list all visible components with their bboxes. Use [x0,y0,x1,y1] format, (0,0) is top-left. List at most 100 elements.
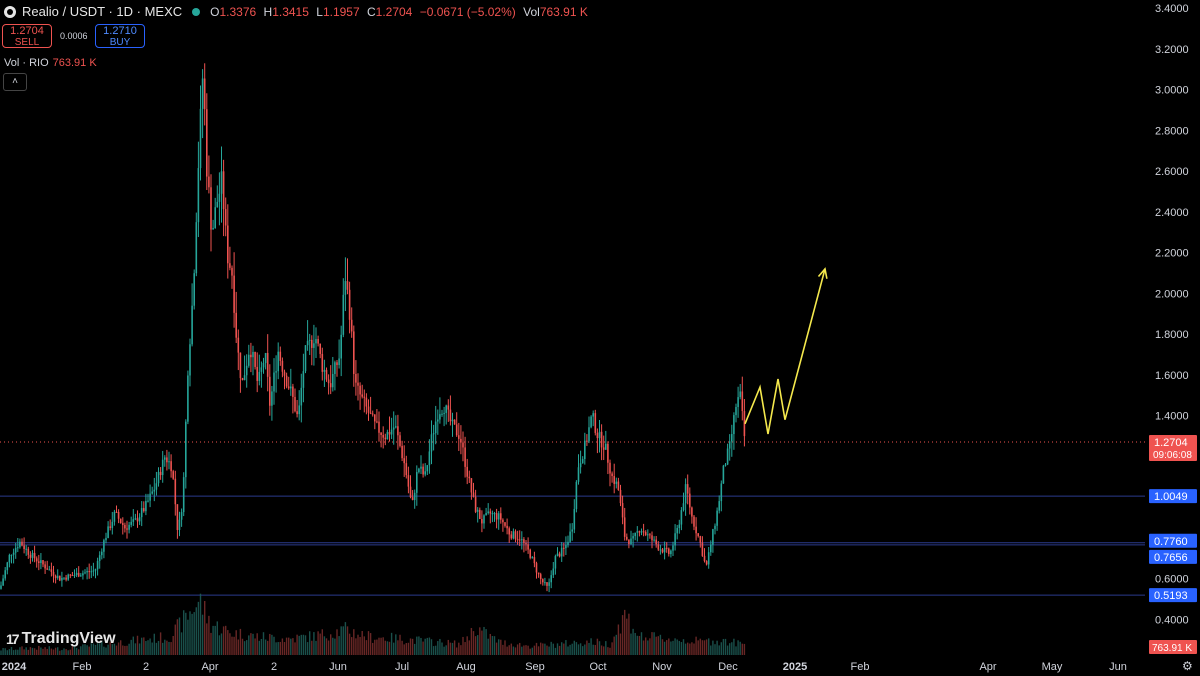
volume-bar [573,640,575,655]
volume-bar [567,646,569,655]
candle-body [294,396,296,412]
volume-bar [130,639,132,655]
volume-bar [103,646,105,655]
candle-body [21,541,23,546]
volume-bar [376,639,378,655]
volume-bar [338,636,340,655]
volume-bar [498,639,500,655]
volume-bar [353,629,355,655]
volume-bar [84,644,86,655]
volume-bar [302,634,305,655]
candle-body [670,550,672,555]
buy-button[interactable]: 1.2710 BUY [95,24,145,48]
volume-bar [636,635,638,655]
level-badge [1149,549,1197,564]
candle-body [405,463,408,476]
sell-button[interactable]: 1.2704 SELL [2,24,52,48]
candle-body [395,426,397,428]
volume-bar [38,645,40,655]
candle-body [124,524,126,529]
volume-bar [470,627,473,655]
y-tick-label: 1.4000 [1155,411,1189,423]
candle-body [584,440,586,460]
volume-bar [290,638,292,655]
candle-body [382,435,384,438]
candle-body [481,518,483,524]
candle-body [59,575,61,581]
volume-bar [403,644,405,655]
candle-body [607,443,609,463]
volume-bar [4,648,6,655]
volume-bar [716,640,718,655]
volume-bar [17,649,19,655]
volume-bar [409,638,412,655]
candle-body [210,187,212,230]
volume-bar [649,638,651,655]
volume-bar [50,648,53,655]
volume-bar [363,636,365,655]
candle-body [311,339,313,348]
volume-bar [712,640,714,655]
volume-bar [407,642,410,655]
volume-bar [96,643,99,655]
candle-body [672,545,674,551]
candle-body [342,294,345,335]
candle-body [224,209,227,226]
volume-bar [708,638,710,655]
volume-bar [229,633,231,655]
volume-bar [288,637,290,655]
candle-body [98,555,101,561]
candle-body [290,386,292,389]
current-price-badge [1149,435,1197,462]
candle-body [336,362,338,366]
candle-body [101,551,103,556]
volume-bar [99,643,101,655]
volume-bar [632,628,634,655]
candle-body [424,471,426,475]
x-tick-label: 2 [271,661,277,673]
collapse-legend-button[interactable]: ˄ [3,73,27,91]
candle-body [640,531,643,533]
volume-bar [54,647,57,655]
candle-body [378,421,380,433]
volume-bar [521,646,523,655]
candle-body [73,575,76,577]
volume-bar [611,642,613,655]
tradingview-logo[interactable]: 17 TradingView [6,630,116,648]
volume-bar [682,639,685,655]
volume-bar [94,644,97,655]
candle-body [502,519,504,523]
volume-bar [61,650,63,655]
volume-bar [693,643,695,655]
volume-bar [262,632,265,655]
volume-bar [355,638,357,655]
candle-body [231,267,233,276]
volume-bar [111,644,113,655]
volume-bar [176,619,179,655]
candle-body [168,461,170,463]
candle-body [136,518,139,522]
candle-body [229,263,231,268]
candle-body [659,549,662,551]
candle-body [365,397,368,407]
candle-body [434,421,437,434]
volume-bar [325,638,328,655]
candle-body [40,560,42,563]
volume-bar [145,641,147,655]
candle-body [2,578,4,586]
volume-bar [678,640,680,655]
volume-bar [281,638,284,655]
symbol-title[interactable]: Realio / USDT · 1D · MEXC [22,4,183,19]
volume-bar [25,647,27,655]
volume-bar [264,639,267,655]
volume-bar [151,642,153,655]
candle-body [565,545,567,549]
x-tick-label: Oct [589,661,606,673]
candle-body [682,503,685,511]
gear-icon[interactable]: ⚙ [1182,659,1193,673]
volume-bar [315,640,317,655]
candle-body [300,387,303,406]
volume-bar [86,645,88,655]
volume-bar [647,640,649,655]
